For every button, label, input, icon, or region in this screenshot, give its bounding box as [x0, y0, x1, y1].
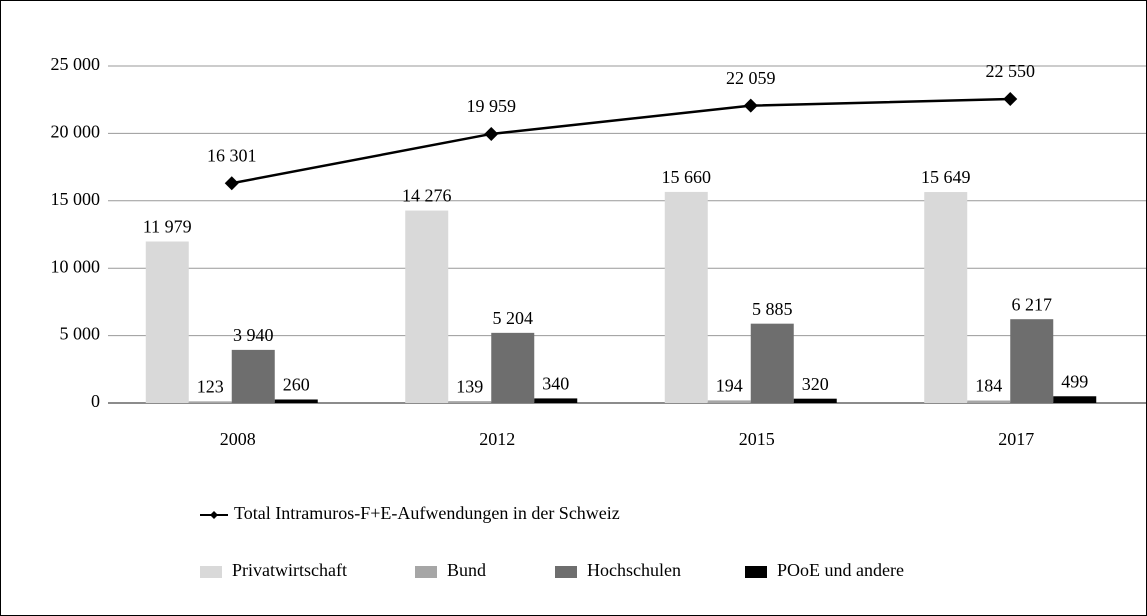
bar — [1010, 319, 1054, 403]
data-label: 19 959 — [467, 96, 517, 116]
data-label: 6 217 — [1012, 294, 1053, 314]
bar — [924, 192, 968, 403]
data-label: 184 — [975, 376, 1002, 396]
legend-marker — [210, 511, 218, 519]
bar — [491, 332, 535, 403]
data-label: 3 940 — [233, 325, 274, 345]
line-marker — [1003, 92, 1018, 107]
line-marker — [484, 126, 499, 141]
data-label: 340 — [542, 374, 569, 394]
y-tick-label: 25 000 — [51, 54, 101, 74]
legend-swatch — [555, 566, 577, 578]
x-tick-label: 2008 — [220, 429, 256, 449]
data-label: 320 — [802, 374, 829, 394]
x-tick-label: 2017 — [998, 429, 1034, 449]
line-marker — [224, 176, 239, 191]
bar — [750, 323, 794, 403]
legend-label: POoE und andere — [777, 560, 904, 580]
y-tick-label: 0 — [91, 391, 100, 411]
legend-swatch — [415, 566, 437, 578]
legend-label: Hochschulen — [587, 560, 681, 580]
y-tick-label: 10 000 — [51, 256, 101, 276]
legend-label: Total Intramuros-F+E-Aufwendungen in der… — [234, 503, 620, 523]
bar — [448, 401, 492, 403]
data-label: 15 660 — [662, 167, 712, 187]
legend-label: Bund — [447, 560, 486, 580]
bar — [188, 401, 232, 403]
data-label: 5 885 — [752, 299, 793, 319]
x-tick-label: 2015 — [739, 429, 775, 449]
data-label: 15 649 — [921, 167, 971, 187]
data-label: 123 — [197, 376, 224, 396]
bar — [405, 210, 449, 403]
data-label: 14 276 — [402, 186, 452, 206]
bar — [274, 399, 318, 403]
bar — [1053, 396, 1097, 403]
data-label: 22 059 — [726, 68, 776, 88]
data-label: 139 — [456, 376, 483, 396]
line-marker — [743, 98, 758, 113]
data-label: 499 — [1061, 371, 1088, 391]
x-tick-label: 2012 — [479, 429, 515, 449]
bar — [707, 400, 751, 403]
bar — [793, 398, 837, 403]
data-label: 22 550 — [986, 61, 1036, 81]
legend-swatch — [745, 566, 767, 578]
y-tick-label: 20 000 — [51, 122, 101, 142]
y-tick-label: 5 000 — [60, 324, 101, 344]
line — [231, 97, 1011, 185]
y-tick-label: 15 000 — [51, 189, 101, 209]
legend-label: Privatwirtschaft — [232, 560, 347, 580]
data-label: 260 — [283, 375, 310, 395]
bar — [145, 241, 189, 403]
bar — [664, 191, 708, 403]
data-label: 16 301 — [207, 145, 257, 165]
data-label: 11 979 — [143, 217, 192, 237]
bar — [231, 349, 275, 403]
data-label: 194 — [716, 376, 743, 396]
bar — [534, 398, 578, 403]
legend-swatch — [200, 566, 222, 578]
data-label: 5 204 — [493, 308, 534, 328]
bar — [967, 400, 1011, 403]
